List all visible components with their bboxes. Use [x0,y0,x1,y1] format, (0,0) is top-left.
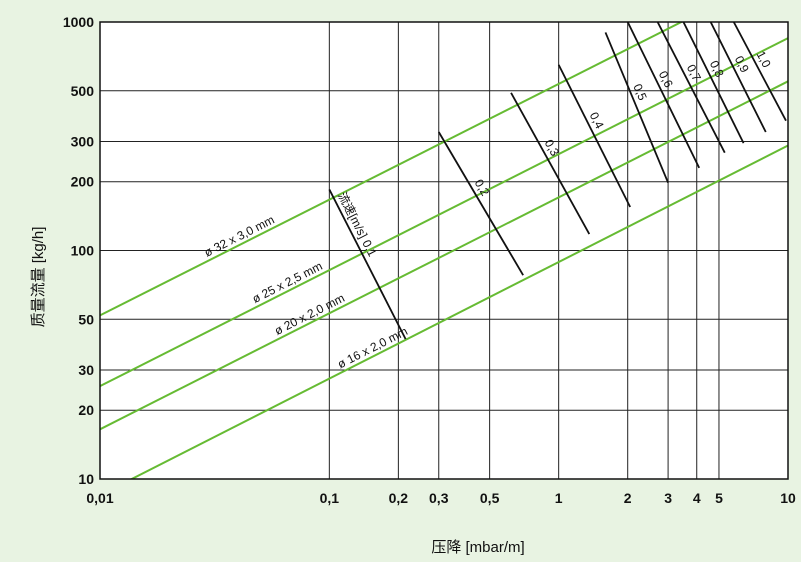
x-tick-label: 0,5 [480,490,500,506]
x-tick-label: 0,01 [86,490,113,506]
velocity-line-8 [709,22,767,133]
x-tick-label: 3 [664,490,672,506]
x-axis-label: 压降 [mbar/m] [431,539,524,556]
x-tick-label: 0,2 [389,490,409,506]
velocity-line-6 [656,22,726,154]
velocity-line-4 [604,32,669,184]
pipe-line-3 [129,144,788,479]
y-axis-label: 质量流量 [kg/h] [30,227,47,328]
y-tick-label: 50 [78,311,94,327]
velocity-label-7: 0,8 [707,58,727,79]
velocity-line-0 [328,189,407,340]
velocity-line-3 [557,64,631,208]
velocity-label-4: 0,5 [630,82,649,103]
velocity-label-5: 0,6 [656,69,676,90]
y-tick-label: 100 [71,243,95,259]
y-tick-labels: 10 20 30 50 100 200 300 500 1000 [63,14,94,487]
velocity-label-6: 0,7 [684,62,704,84]
velocity-line-1 [437,131,524,276]
pipe-line-1 [100,37,788,387]
y-tick-label: 500 [71,83,95,99]
x-tick-label: 4 [693,490,701,506]
x-tick-label: 2 [624,490,632,506]
plot-frame [99,21,789,480]
x-tick-label: 0,3 [429,490,449,506]
y-tick-label: 30 [78,362,94,378]
y-tick-label: 20 [78,402,94,418]
x-tick-label: 1 [555,490,563,506]
velocity-line-7 [682,22,745,144]
velocity-line-9 [732,22,787,122]
velocity-line-2 [510,92,591,235]
velocity-label-0: 0,1 [359,238,379,260]
x-tick-labels: 0,01 0,1 0,2 0,3 0,5 1 2 3 4 5 10 [86,490,796,506]
velocity-label-3: 0,4 [587,110,607,131]
pipe-line-2 [100,80,788,431]
x-tick-label: 10 [780,490,796,506]
y-tick-label: 200 [71,174,95,190]
y-tick-label: 300 [71,133,95,149]
x-tick-label: 0,1 [320,490,340,506]
y-tick-label: 10 [78,471,94,487]
x-tick-label: 5 [715,490,723,506]
velocity-line-5 [626,22,701,169]
y-tick-label: 1000 [63,14,94,30]
velocity-label-8: 0,9 [732,54,752,75]
